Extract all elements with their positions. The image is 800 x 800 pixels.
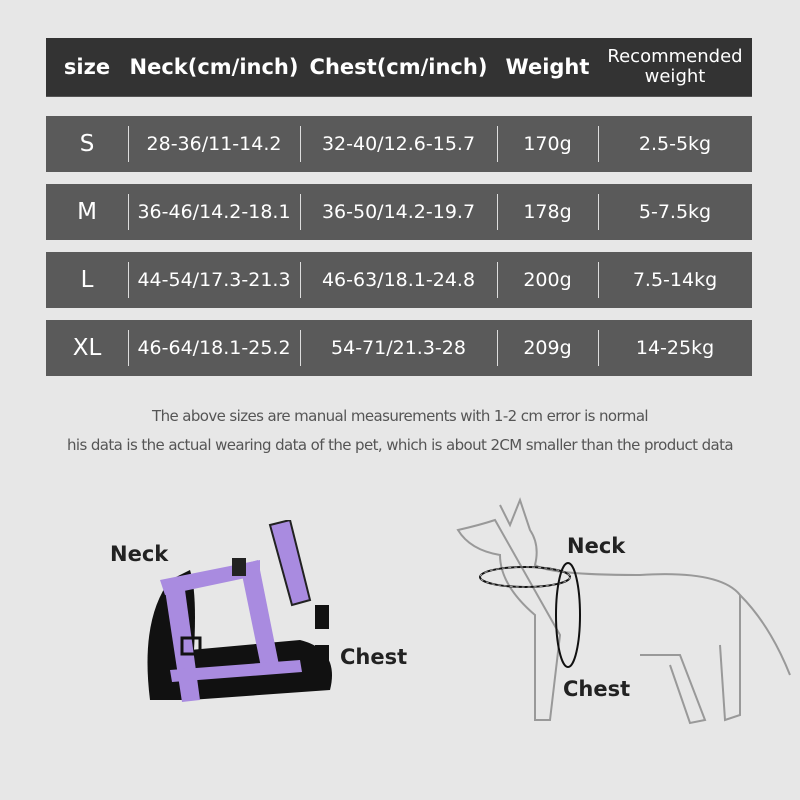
- column-divider: [497, 330, 498, 366]
- table-row: M 36-46/14.2-18.1 36-50/14.2-19.7 178g 5-7.5…: [46, 184, 752, 240]
- column-divider: [300, 330, 301, 366]
- cell-recommended-weight: 5-7.5kg: [638, 201, 712, 223]
- harness-chest-label: Chest: [340, 645, 408, 669]
- table-row: XL 46-64/18.1-25.2 54-71/21.3-28 209g 14-25k…: [46, 320, 752, 376]
- cell-chest: 36-50/14.2-19.7: [321, 201, 476, 223]
- cell-chest: 46-63/18.1-24.8: [321, 269, 476, 291]
- cell-size: S: [79, 131, 95, 157]
- harness-neck-label: Neck: [110, 542, 169, 566]
- column-divider: [598, 194, 599, 230]
- dog-chest-label: Chest: [563, 677, 631, 701]
- cell-weight: 170g: [523, 133, 572, 155]
- note-measurement: The above sizes are manual measurements …: [152, 407, 649, 425]
- cell-size: M: [77, 199, 97, 225]
- cell-size: L: [80, 267, 94, 293]
- column-divider: [128, 126, 129, 162]
- column-divider: [598, 126, 599, 162]
- cell-neck: 44-54/17.3-21.3: [137, 269, 291, 291]
- cell-weight: 200g: [523, 269, 572, 291]
- column-divider: [128, 194, 129, 230]
- column-divider: [598, 262, 599, 298]
- table-header: size Neck(cm/inch) Chest(cm/inch) Weight…: [46, 38, 752, 97]
- table-row: L 44-54/17.3-21.3 46-63/18.1-24.8 200g 7.5-1…: [46, 252, 752, 308]
- column-divider: [300, 262, 301, 298]
- column-divider: [300, 126, 301, 162]
- cell-neck: 46-64/18.1-25.2: [137, 337, 291, 359]
- column-divider: [497, 262, 498, 298]
- cell-weight: 209g: [523, 337, 572, 359]
- column-divider: [128, 262, 129, 298]
- cell-recommended-weight: 7.5-14kg: [632, 269, 718, 291]
- header-size: size: [63, 55, 111, 79]
- header-neck: Neck(cm/inch): [129, 55, 299, 79]
- cell-recommended-weight: 14-25kg: [635, 337, 715, 359]
- column-divider: [598, 330, 599, 366]
- cell-chest: 54-71/21.3-28: [331, 337, 466, 359]
- header-weight: Weight: [505, 55, 590, 79]
- cell-neck: 28-36/11-14.2: [146, 133, 282, 155]
- cell-weight: 178g: [523, 201, 572, 223]
- column-divider: [497, 126, 498, 162]
- header-recommended-weight: Recommended weight: [607, 46, 743, 87]
- cell-recommended-weight: 2.5-5kg: [638, 133, 712, 155]
- column-divider: [300, 194, 301, 230]
- dog-neck-label: Neck: [567, 534, 626, 558]
- cell-size: XL: [72, 335, 102, 361]
- table-row: S 28-36/11-14.2 32-40/12.6-15.7 170g 2.5-5kg: [46, 116, 752, 172]
- cell-neck: 36-46/14.2-18.1: [137, 201, 291, 223]
- harness-image: [147, 520, 332, 702]
- column-divider: [128, 330, 129, 366]
- cell-chest: 32-40/12.6-15.7: [321, 133, 476, 155]
- dog-outline-image: [456, 497, 791, 725]
- header-chest: Chest(cm/inch): [309, 55, 488, 79]
- note-wearing-data: his data is the actual wearing data of t…: [66, 436, 734, 454]
- column-divider: [497, 194, 498, 230]
